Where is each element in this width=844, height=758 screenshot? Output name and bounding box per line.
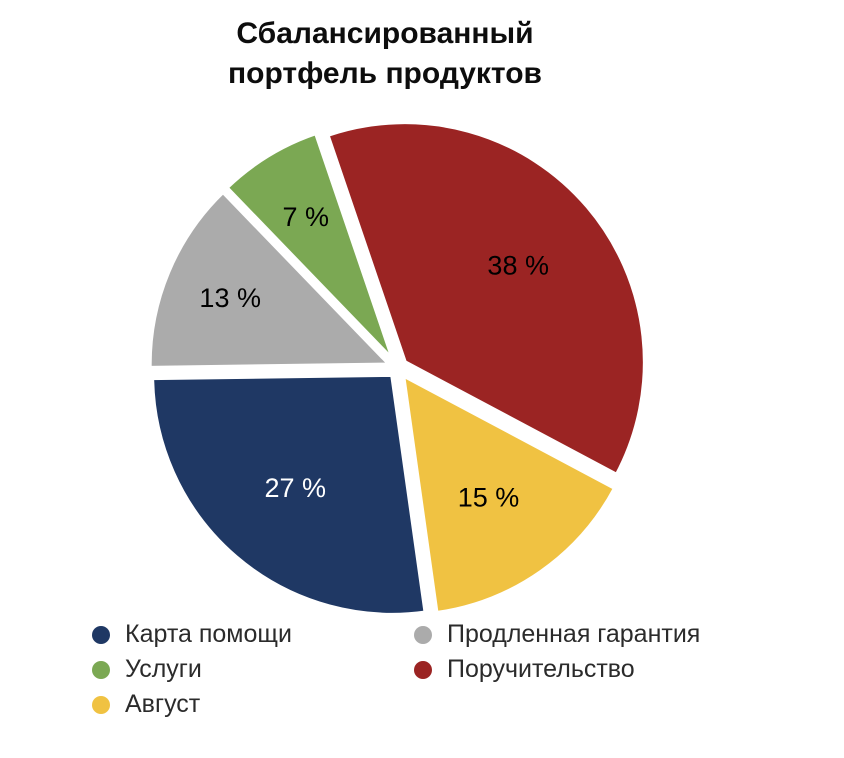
legend-item-prodlennaya-garantiya: Продленная гарантия xyxy=(414,620,700,649)
legend-label-uslugi: Услуги xyxy=(125,655,202,683)
legend-dot-poruchitelstvo xyxy=(414,660,432,679)
slice-label-karta-pomoshchi: 27 % xyxy=(265,473,327,503)
legend-dot-avgust xyxy=(92,695,110,714)
legend-dot-uslugi xyxy=(92,660,110,679)
pie-slice-karta-pomoshchi xyxy=(150,372,428,617)
legend-dot-prodlennaya-garantiya xyxy=(414,625,432,644)
legend-label-avgust: Август xyxy=(125,690,201,718)
slice-label-uslugi: 7 % xyxy=(283,202,330,232)
slice-label-poruchitelstvo: 38 % xyxy=(487,251,549,281)
legend-item-poruchitelstvo: Поручительство xyxy=(414,655,700,684)
legend-label-karta-pomoshchi: Карта помощи xyxy=(125,620,292,648)
legend-label-poruchitelstvo: Поручительство xyxy=(447,655,635,683)
legend-item-uslugi: Услуги xyxy=(92,655,414,684)
pie-slice-avgust xyxy=(401,373,618,616)
legend-label-prodlennaya-garantiya: Продленная гарантия xyxy=(447,620,701,648)
slice-label-avgust: 15 % xyxy=(458,482,520,512)
legend-dot-karta-pomoshchi xyxy=(92,625,110,644)
pie-slice-prodlennaya-garantiya xyxy=(147,189,392,370)
pie-slice-uslugi xyxy=(224,131,396,363)
chart-title: Сбалансированный портфель продуктов xyxy=(228,17,542,90)
legend-item-avgust: Август xyxy=(92,690,414,719)
legend-item-karta-pomoshchi: Карта помощи xyxy=(92,620,414,649)
pie-slice-poruchitelstvo xyxy=(325,120,647,477)
chart-legend: Карта помощи Продленная гарантия Услуги … xyxy=(92,617,700,722)
slice-label-prodlennaya-garantiya: 13 % xyxy=(199,283,261,313)
